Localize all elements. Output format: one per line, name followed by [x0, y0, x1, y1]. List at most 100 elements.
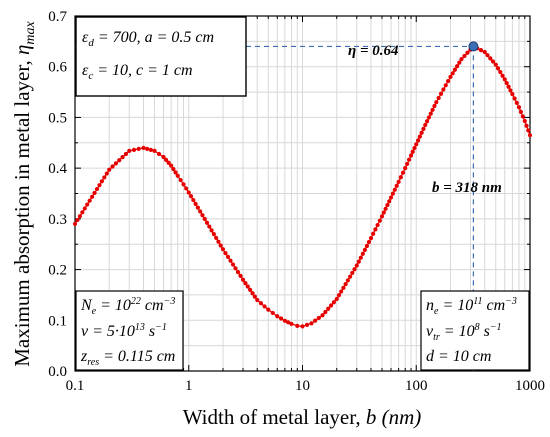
series-marker [362, 247, 367, 252]
series-marker [347, 274, 353, 279]
series-marker [478, 48, 484, 53]
series-marker [385, 202, 390, 208]
series-marker [235, 270, 241, 275]
series-marker [104, 171, 109, 176]
series-marker [275, 314, 280, 319]
max-point-marker [468, 41, 479, 52]
series-marker [82, 206, 87, 211]
series-marker [77, 214, 82, 219]
series-marker [202, 216, 207, 222]
series-marker [434, 100, 439, 105]
series-marker [145, 146, 150, 151]
y-tick-label: 0.2 [48, 263, 67, 279]
series-marker [482, 49, 487, 55]
series-marker [198, 209, 203, 214]
series-marker [113, 161, 119, 166]
series-marker [211, 232, 216, 237]
series-marker [152, 148, 157, 153]
x-axis-title: Width of metal layer, b (nm) [183, 405, 422, 429]
series-marker [255, 297, 260, 303]
series-marker [258, 301, 264, 306]
series-marker [383, 206, 388, 211]
series-marker [504, 80, 509, 86]
series-marker [457, 60, 462, 65]
series-marker [465, 50, 470, 55]
x-tick-label: 1000 [515, 378, 545, 394]
params-box-bottom-left: Ne = 1022 cm−3 ν = 5·1013 s−1 zres = 0.1… [75, 290, 184, 371]
series-marker [110, 164, 115, 169]
series-marker [300, 324, 305, 329]
series-marker [191, 197, 196, 203]
series-marker [373, 227, 378, 232]
series-marker [230, 262, 236, 267]
series-marker [323, 309, 328, 315]
series-marker [462, 53, 467, 59]
series-marker [282, 318, 287, 323]
series-marker [117, 158, 122, 163]
series-marker [450, 71, 455, 76]
series-marker [510, 92, 515, 97]
series-marker [161, 154, 166, 160]
series-marker [424, 119, 430, 124]
series-marker [524, 123, 529, 128]
series-marker [392, 187, 397, 192]
series-marker [223, 250, 228, 256]
series-marker [120, 155, 125, 160]
series-marker [248, 287, 253, 292]
y-tick-label: 0.5 [48, 110, 67, 126]
series-marker [181, 182, 186, 187]
series-marker [252, 294, 257, 299]
series-marker [421, 126, 426, 131]
nu-line: ν = 5·1013 s−1 [81, 322, 167, 340]
series-marker [377, 218, 382, 223]
series-marker [375, 222, 380, 228]
series-marker [316, 315, 321, 321]
series-marker [410, 149, 415, 154]
series-marker [417, 134, 422, 139]
series-marker [107, 167, 112, 172]
params-box-top-left: εd = 700, a = 0.5 cm εc = 10, c = 1 cm [75, 16, 247, 97]
series-marker [341, 285, 346, 290]
series-marker [438, 91, 444, 96]
series-marker [394, 183, 399, 188]
series-marker [522, 118, 527, 124]
x-tick-label: 10 [295, 378, 310, 394]
series-marker [328, 303, 334, 308]
series-marker [498, 69, 503, 75]
series-marker [343, 282, 348, 287]
series-marker [407, 157, 412, 162]
series-marker [141, 145, 146, 150]
series-marker [240, 277, 246, 282]
series-marker [430, 107, 435, 112]
series-marker [245, 284, 250, 289]
eps-c-line: εc = 10, c = 1 cm [82, 62, 193, 82]
series-marker [426, 115, 432, 120]
series-marker [360, 251, 365, 256]
series-marker [354, 263, 359, 268]
series-marker [459, 57, 464, 62]
series-marker [381, 210, 386, 215]
series-marker [127, 148, 132, 153]
series-marker [262, 304, 267, 309]
series-marker [516, 105, 522, 110]
series-marker [313, 318, 318, 323]
series-marker [508, 88, 513, 93]
series-marker [195, 205, 200, 210]
series-marker [80, 210, 85, 215]
series-marker [225, 254, 231, 259]
series-marker [85, 202, 90, 207]
series-marker [220, 247, 226, 252]
series-marker [408, 153, 414, 158]
series-marker [387, 199, 392, 204]
series-marker [166, 160, 171, 165]
series-marker [518, 109, 524, 114]
series-marker [233, 266, 238, 271]
series-marker [156, 151, 162, 157]
y-tick-label: 0.7 [48, 9, 67, 25]
series-marker [400, 170, 406, 175]
series-marker [512, 96, 517, 101]
series-marker [102, 175, 107, 180]
series-marker [379, 214, 385, 219]
series-marker [495, 66, 501, 71]
